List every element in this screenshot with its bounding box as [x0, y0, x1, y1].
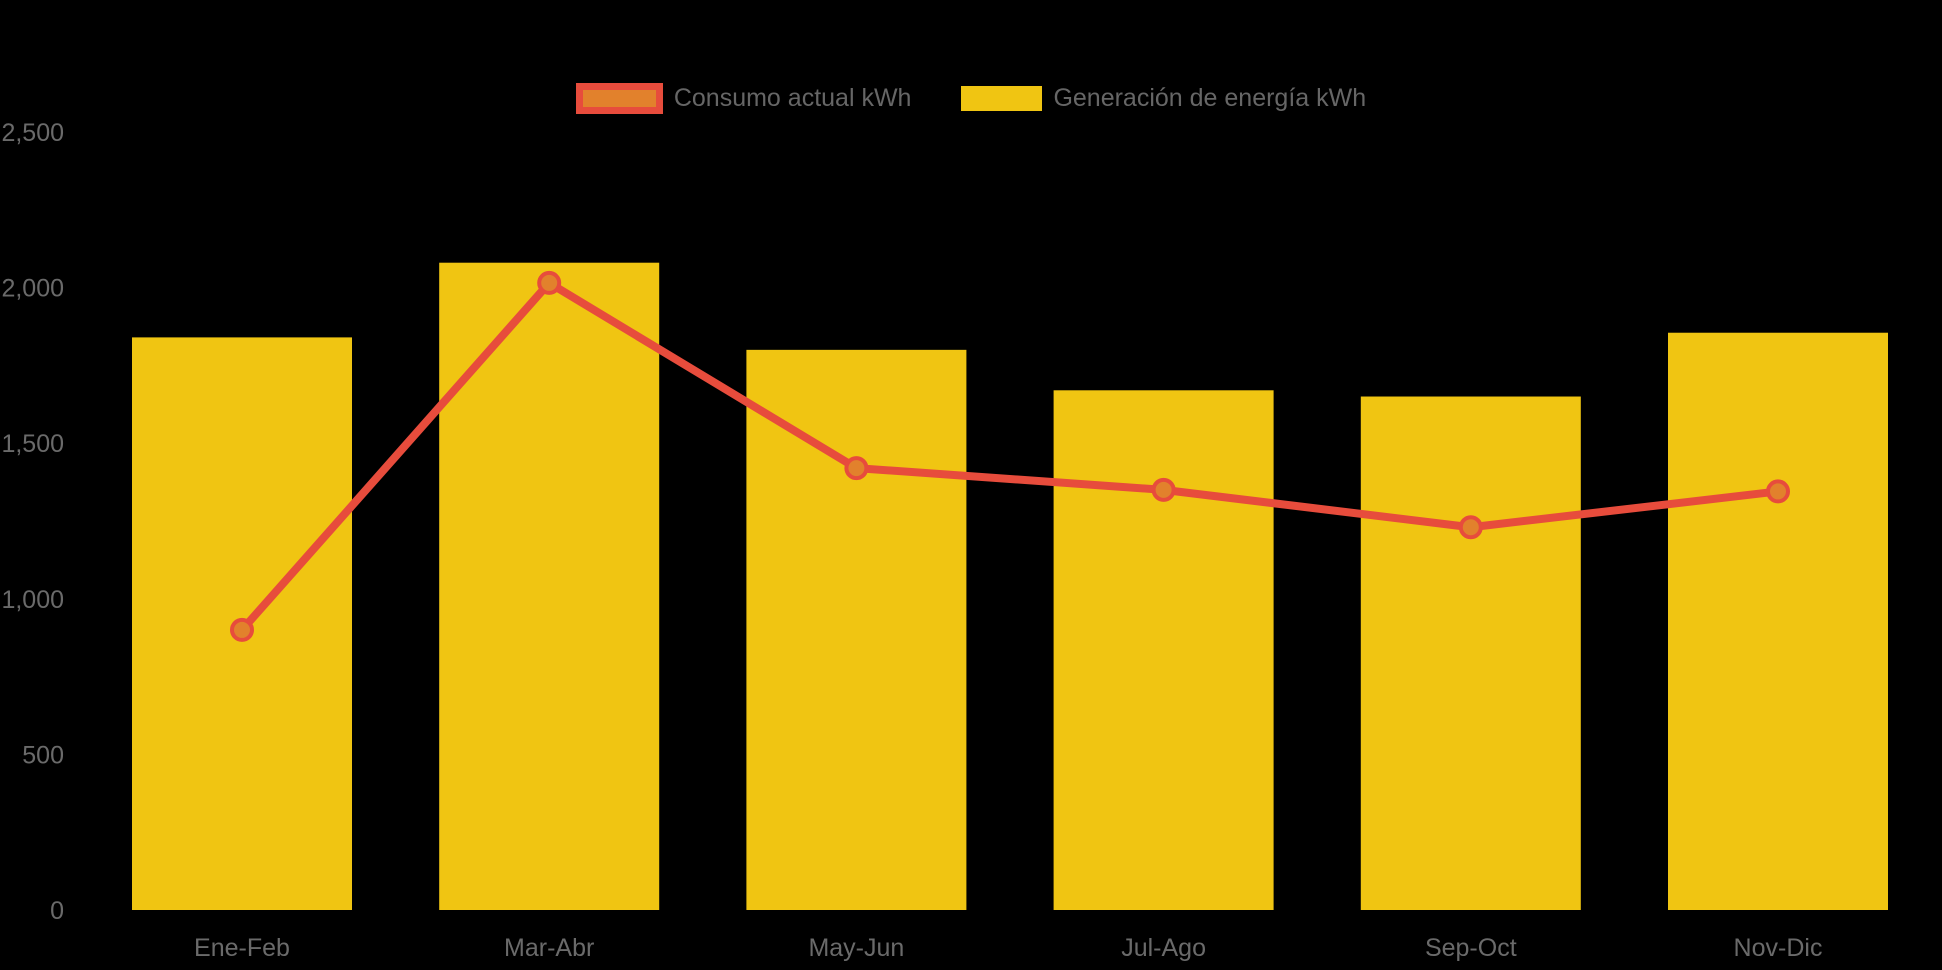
bar-sep-oct[interactable]	[1360, 396, 1581, 910]
legend-swatch-consumo-icon	[575, 83, 663, 114]
legend-swatch-generacion-icon	[961, 86, 1043, 111]
y-axis-tick-label: 1,000	[1, 586, 64, 614]
y-axis-tick-label: 0	[50, 897, 64, 925]
bar-may-jun[interactable]	[746, 349, 967, 911]
line-series	[238, 278, 1782, 634]
x-axis-label-nov-dic: Nov-Dic	[1734, 934, 1823, 962]
chart-legend: Consumo actual kWh Generación de energía…	[0, 83, 1942, 114]
x-axis-label-may-jun: May-Jun	[808, 934, 904, 962]
y-axis-tick-label: 500	[22, 741, 64, 769]
x-axis-label-mar-abr: Mar-Abr	[504, 934, 594, 962]
bar-mar-abr[interactable]	[439, 262, 660, 911]
legend-label-generacion: Generación de energía kWh	[1053, 84, 1367, 112]
legend-label-consumo: Consumo actual kWh	[673, 84, 912, 112]
legend-item-consumo[interactable]: Consumo actual kWh	[575, 83, 912, 114]
line-marker-sep-oct[interactable]	[1458, 515, 1483, 540]
x-axis-label-jul-ago: Jul-Ago	[1121, 934, 1206, 962]
x-axis-label-sep-oct: Sep-Oct	[1425, 934, 1517, 962]
y-axis-tick-label: 2,000	[1, 275, 64, 303]
line-marker-nov-dic[interactable]	[1766, 479, 1790, 504]
line-marker-mar-abr[interactable]	[537, 270, 562, 295]
legend-item-generacion[interactable]: Generación de energía kWh	[961, 83, 1366, 114]
y-axis-tick-label: 1,500	[1, 430, 64, 458]
bar-jul-ago[interactable]	[1053, 390, 1274, 910]
y-axis-tick-label: 2,500	[1, 119, 64, 147]
line-marker-may-jun[interactable]	[844, 456, 869, 481]
bar-nov-dic[interactable]	[1668, 332, 1888, 910]
line-marker-jul-ago[interactable]	[1151, 477, 1176, 502]
x-axis-label-ene-feb: Ene-Feb	[194, 934, 290, 962]
line-marker-ene-feb[interactable]	[230, 617, 254, 642]
